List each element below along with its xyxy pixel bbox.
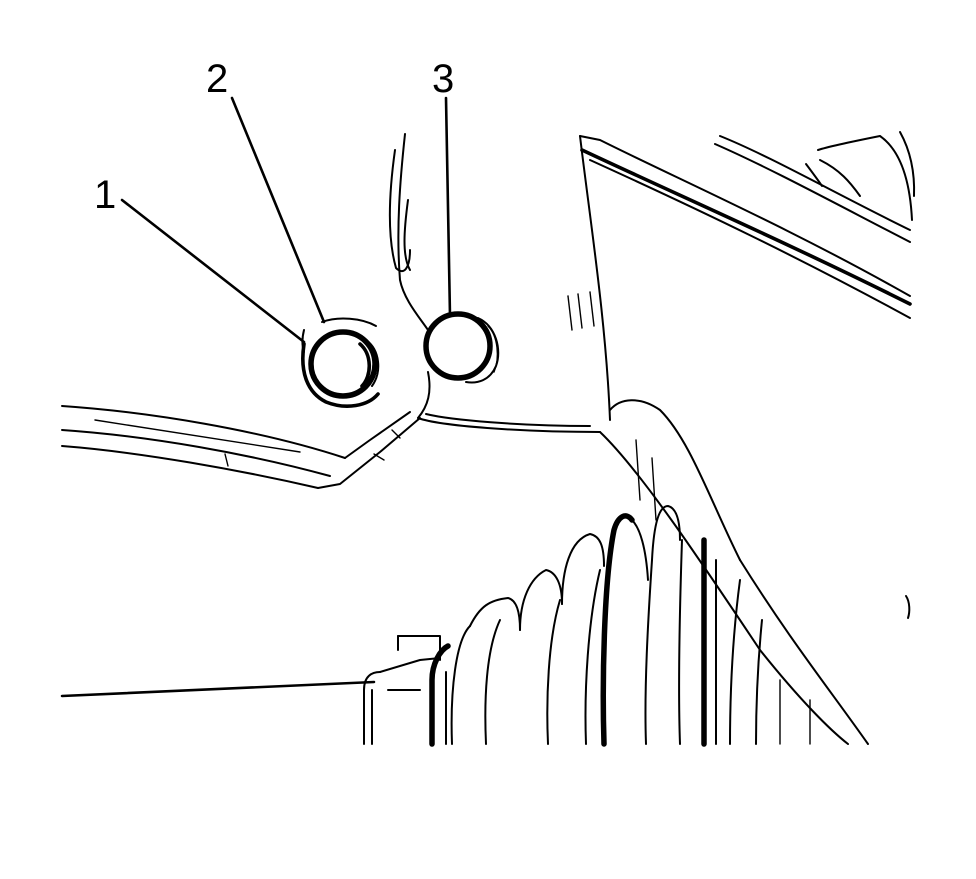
axle-boot	[363, 505, 811, 747]
upper-panel	[579, 131, 916, 619]
callout-label-3: 3	[432, 57, 454, 101]
leader-line-2	[230, 96, 326, 324]
bracket-arm	[61, 405, 421, 489]
leader-line-1	[120, 198, 306, 344]
knuckle-body	[388, 133, 869, 745]
callout-label-2: 2	[206, 57, 228, 101]
bushing-part-2	[308, 317, 380, 399]
leader-lines	[60, 96, 452, 698]
bushing-part-3	[423, 311, 500, 384]
leader-line-boot	[60, 680, 376, 698]
leader-line-3	[444, 96, 452, 318]
callout-label-1: 1	[94, 173, 116, 217]
